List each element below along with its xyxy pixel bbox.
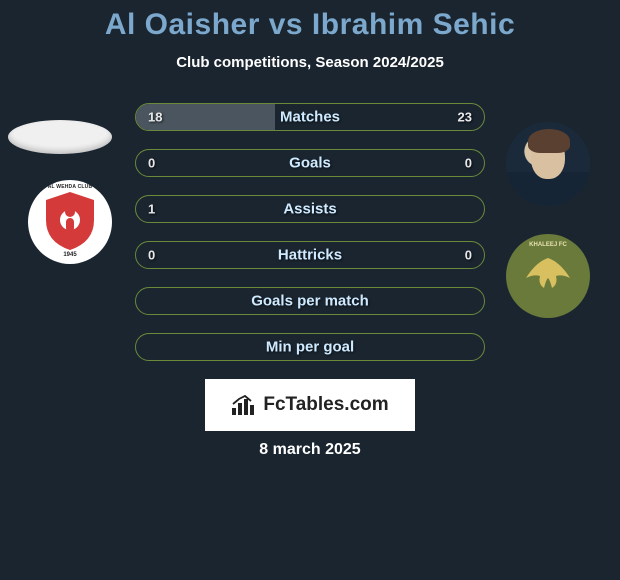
stat-label: Min per goal (266, 339, 354, 356)
stat-label: Hattricks (278, 247, 342, 264)
stat-row: 18 23 Matches (135, 103, 485, 131)
stat-row: 1 Assists (135, 195, 485, 223)
stat-value-right: 0 (465, 156, 472, 171)
subtitle: Club competitions, Season 2024/2025 (0, 54, 620, 71)
date-label: 8 march 2025 (0, 441, 620, 459)
bar-chart-icon (231, 394, 257, 416)
stat-value-left: 0 (148, 248, 155, 263)
stat-value-right: 0 (465, 248, 472, 263)
stat-row: 0 0 Goals (135, 149, 485, 177)
stat-label: Goals (289, 155, 331, 172)
stat-value-right: 23 (458, 110, 472, 125)
page-title: Al Oaisher vs Ibrahim Sehic (0, 8, 620, 42)
comparison-card: Al Oaisher vs Ibrahim Sehic Club competi… (0, 0, 620, 580)
stat-value-left: 1 (148, 202, 155, 217)
stat-label: Assists (283, 201, 336, 218)
stat-row: 0 0 Hattricks (135, 241, 485, 269)
stat-value-left: 18 (148, 110, 162, 125)
stat-label: Goals per match (251, 293, 369, 310)
stat-row: Min per goal (135, 333, 485, 361)
stat-label: Matches (280, 109, 340, 126)
stats-list: 18 23 Matches 0 0 Goals 1 Assists 0 0 Hattricks Goa… (0, 103, 620, 361)
brand-text: FcTables.com (263, 394, 388, 416)
brand-box: FcTables.com (205, 379, 415, 431)
stat-value-left: 0 (148, 156, 155, 171)
stat-row: Goals per match (135, 287, 485, 315)
